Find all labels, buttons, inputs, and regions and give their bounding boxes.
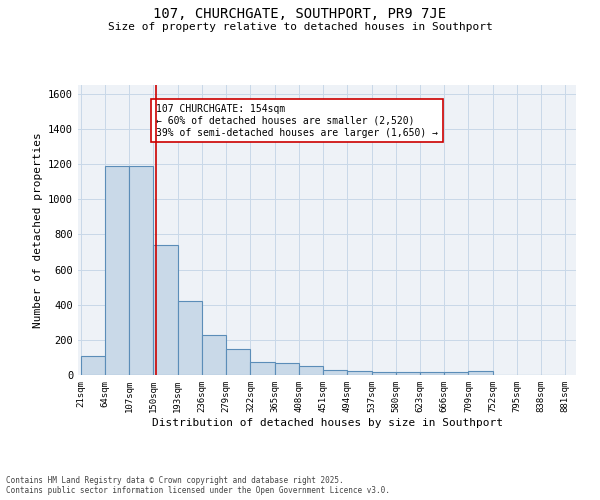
Text: 107, CHURCHGATE, SOUTHPORT, PR9 7JE: 107, CHURCHGATE, SOUTHPORT, PR9 7JE — [154, 8, 446, 22]
Bar — [469, 372, 493, 375]
Bar — [178, 301, 202, 375]
X-axis label: Distribution of detached houses by size in Southport: Distribution of detached houses by size … — [151, 418, 503, 428]
Text: Size of property relative to detached houses in Southport: Size of property relative to detached ho… — [107, 22, 493, 32]
Bar — [396, 372, 420, 375]
Bar — [154, 245, 178, 375]
Bar — [250, 362, 275, 375]
Text: Contains HM Land Registry data © Crown copyright and database right 2025.
Contai: Contains HM Land Registry data © Crown c… — [6, 476, 390, 495]
Bar — [347, 372, 371, 375]
Bar — [129, 166, 154, 375]
Bar — [444, 372, 469, 375]
Bar — [323, 370, 347, 375]
Bar — [202, 336, 226, 375]
Bar — [226, 348, 250, 375]
Bar — [371, 372, 396, 375]
Bar — [275, 362, 299, 375]
Text: 107 CHURCHGATE: 154sqm
← 60% of detached houses are smaller (2,520)
39% of semi-: 107 CHURCHGATE: 154sqm ← 60% of detached… — [157, 104, 439, 138]
Y-axis label: Number of detached properties: Number of detached properties — [32, 132, 43, 328]
Bar — [105, 166, 129, 375]
Bar — [420, 372, 444, 375]
Bar — [81, 356, 105, 375]
Bar — [299, 366, 323, 375]
